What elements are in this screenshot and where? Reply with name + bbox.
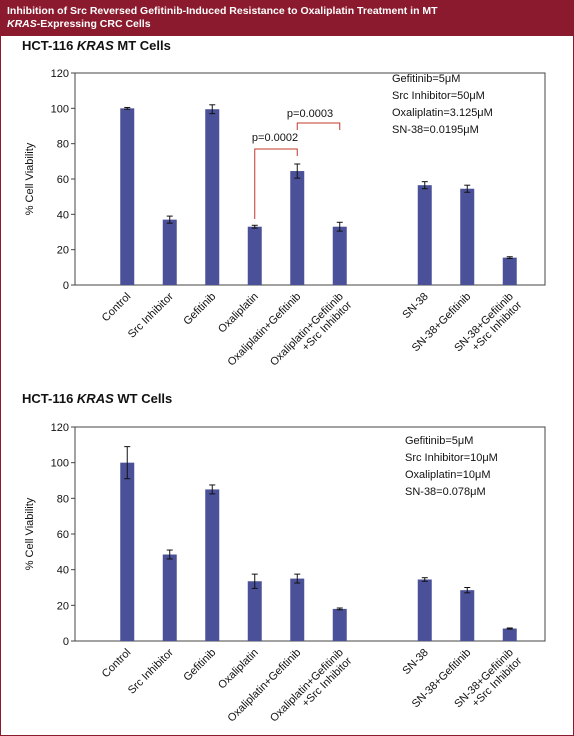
error-bar	[209, 104, 216, 115]
header-title-rest: -Expressing CRC Cells	[37, 18, 151, 30]
header-title: Inhibition of Src Reversed Gefitinib-Ind…	[7, 5, 441, 30]
chart-title: HCT-116 KRAS MT Cells	[22, 38, 171, 53]
significance-label: p=0.0002	[252, 132, 298, 144]
error-bar	[251, 573, 258, 589]
chart-title-part: KRAS	[77, 38, 114, 53]
y-tick-label: 120	[51, 422, 69, 434]
y-axis-label: % Cell Viability	[24, 497, 36, 570]
bar	[162, 554, 177, 641]
note: Src Inhibitor=50μM	[392, 90, 485, 102]
y-tick-label: 20	[57, 600, 69, 612]
error-bar	[294, 573, 301, 584]
error-bar	[336, 607, 343, 611]
significance-bracket	[296, 122, 341, 130]
y-tick-label: 80	[57, 493, 69, 505]
bar	[460, 188, 475, 285]
error-bar	[506, 256, 513, 259]
bar	[502, 628, 517, 641]
bar	[120, 108, 135, 285]
bar	[332, 226, 347, 285]
note: Oxaliplatin=10μM	[405, 469, 491, 481]
header-title-line: Inhibition of Src Reversed Gefitinib-Ind…	[7, 5, 438, 17]
error-bar	[506, 627, 513, 630]
header-title-italic: KRAS	[7, 18, 37, 30]
chart-title-part: WT Cells	[114, 391, 173, 406]
chart-title-part: MT Cells	[114, 38, 171, 53]
bar	[247, 226, 262, 285]
error-bar	[251, 224, 258, 229]
bar	[460, 590, 475, 641]
significance-label: p=0.0003	[287, 108, 333, 120]
error-bar	[294, 163, 301, 179]
bar	[205, 489, 220, 641]
error-bar	[124, 106, 131, 110]
chart-title-part: KRAS	[77, 391, 114, 406]
note: Gefitinib=5μM	[392, 73, 460, 85]
y-tick-label: 0	[63, 280, 69, 292]
bar	[502, 257, 517, 285]
note: Oxaliplatin=3.125μM	[392, 107, 493, 119]
y-tick-label: 0	[63, 636, 69, 648]
bar	[332, 608, 347, 641]
bar	[120, 462, 135, 641]
error-bar	[336, 221, 343, 232]
bar	[290, 171, 305, 285]
chart-title: HCT-116 KRAS WT Cells	[22, 391, 172, 406]
error-bar	[421, 577, 428, 582]
y-tick-label: 100	[51, 458, 69, 470]
error-bar	[209, 484, 216, 495]
bar	[417, 185, 432, 285]
bar	[205, 109, 220, 285]
significance-bracket	[254, 148, 298, 219]
y-tick-label: 80	[57, 139, 69, 151]
error-bar	[421, 181, 428, 190]
bar	[290, 578, 305, 641]
y-tick-label: 40	[57, 565, 69, 577]
error-bar	[464, 184, 471, 193]
error-bar	[464, 587, 471, 594]
chart-title-part: HCT-116	[22, 391, 77, 406]
header-bar	[0, 0, 574, 36]
y-tick-label: 100	[51, 103, 69, 115]
error-bar	[124, 446, 131, 480]
bar	[162, 219, 177, 285]
note: SN-38=0.078μM	[405, 486, 486, 498]
y-tick-label: 60	[57, 529, 69, 541]
y-tick-label: 60	[57, 174, 69, 186]
note: SN-38=0.0195μM	[392, 124, 479, 136]
bar	[417, 579, 432, 641]
chart-title-part: HCT-116	[22, 38, 77, 53]
y-axis-label: % Cell Viability	[24, 142, 36, 215]
y-tick-label: 120	[51, 68, 69, 80]
note: Gefitinib=5μM	[405, 435, 473, 447]
y-tick-label: 40	[57, 209, 69, 221]
error-bar	[166, 549, 173, 560]
error-bar	[166, 215, 173, 224]
bar	[247, 581, 262, 641]
note: Src Inhibitor=10μM	[405, 452, 498, 464]
y-tick-label: 20	[57, 245, 69, 257]
